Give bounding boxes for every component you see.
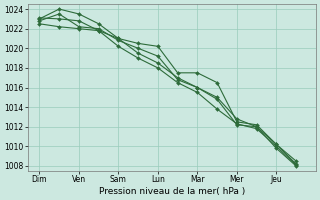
X-axis label: Pression niveau de la mer( hPa ): Pression niveau de la mer( hPa ) [99,187,245,196]
